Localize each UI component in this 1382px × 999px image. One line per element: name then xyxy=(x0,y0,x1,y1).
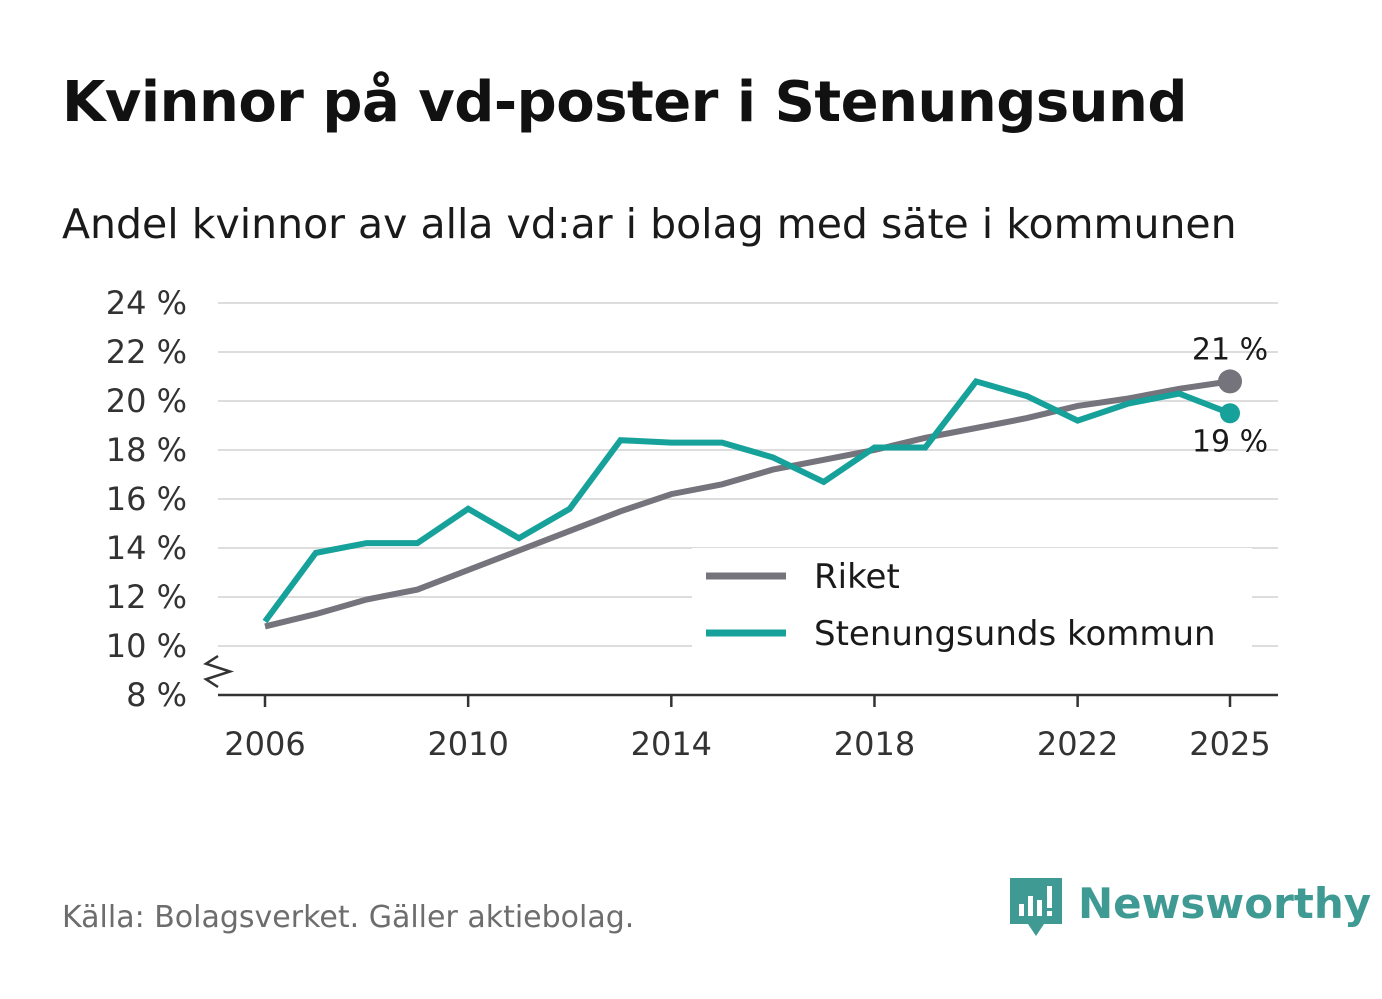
legend-background xyxy=(692,548,1252,658)
y-tick-label: 14 % xyxy=(106,529,187,567)
end-value-label: 21 % xyxy=(1192,332,1268,367)
line-chart: 8 % 10 % 12 % 14 % 16 % 18 % 20 % 22 % 24 % 2006… xyxy=(106,284,1278,763)
end-value-label: 19 % xyxy=(1192,424,1268,459)
y-tick-label: 22 % xyxy=(106,333,187,371)
x-tick-label: 2014 xyxy=(631,725,712,763)
series-line-stenungsund xyxy=(262,377,1232,624)
x-axis: 2006 2010 2014 2018 2022 2025 xyxy=(203,654,1278,763)
brand-logo: Newsworthy xyxy=(1010,878,1371,940)
y-tick-label: 12 % xyxy=(106,578,187,616)
y-tick-label: 8 % xyxy=(126,676,187,714)
chart-subtitle: Andel kvinnor av alla vd:ar i bolag med … xyxy=(62,200,1237,248)
axis-break-marker xyxy=(203,654,235,689)
legend: Riket Stenungsunds kommun xyxy=(692,548,1252,658)
y-axis: 8 % 10 % 12 % 14 % 16 % 18 % 20 % 22 % 24 % xyxy=(106,284,187,714)
end-point-marker xyxy=(1220,403,1240,424)
x-tick-label: 2018 xyxy=(834,725,915,763)
x-tick-label: 2010 xyxy=(427,725,508,763)
y-tick-label: 24 % xyxy=(106,284,187,322)
y-tick-label: 18 % xyxy=(106,431,187,469)
y-tick-label: 10 % xyxy=(106,627,187,665)
x-tick-label: 2025 xyxy=(1189,725,1270,763)
legend-label: Stenungsunds kommun xyxy=(814,614,1216,654)
newsworthy-logo-icon xyxy=(1010,878,1062,936)
chart-title: Kvinnor på vd-poster i Stenungsund xyxy=(62,70,1187,135)
end-point-marker xyxy=(1218,369,1242,394)
series-line-riket xyxy=(264,378,1231,630)
y-tick-label: 20 % xyxy=(106,382,187,420)
brand-name: Newsworthy xyxy=(1078,879,1372,928)
legend-label: Riket xyxy=(814,557,900,597)
series-lines: 21 % 19 % xyxy=(262,332,1268,630)
x-tick-label: 2022 xyxy=(1037,725,1118,763)
source-note: Källa: Bolagsverket. Gäller aktiebolag. xyxy=(62,900,635,935)
x-tick-label: 2006 xyxy=(224,725,305,763)
y-tick-label: 16 % xyxy=(106,480,187,518)
